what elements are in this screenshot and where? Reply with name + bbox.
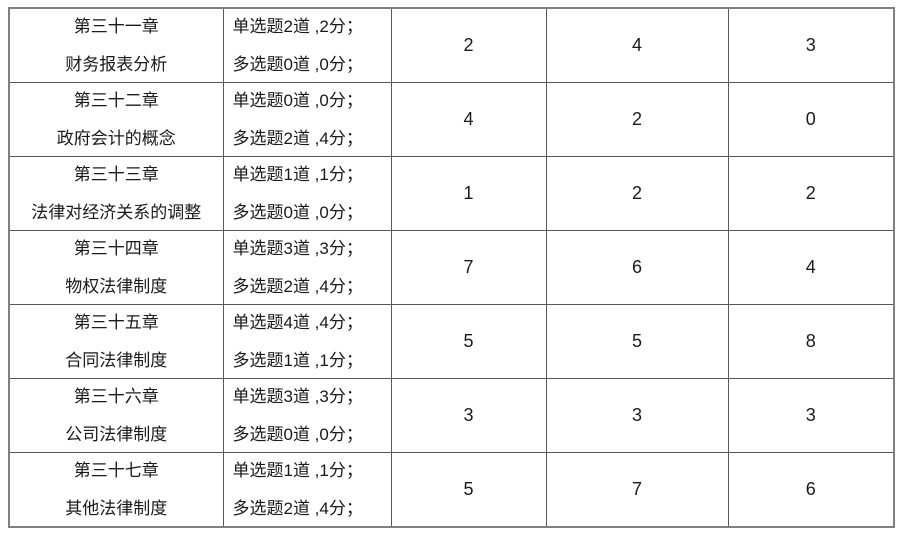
table-row: 第三十六章 公司法律制度 单选题3道 ,3分； 多选题0道 ,0分； 3 3 3 <box>8 378 895 453</box>
chapter-cell: 第三十四章 物权法律制度 <box>8 230 224 305</box>
count-cell-b: 2 <box>545 82 729 157</box>
question-info-cell: 单选题1道 ,1分； 多选题0道 ,0分； <box>222 156 392 231</box>
chapter-title: 合同法律制度 <box>65 350 168 370</box>
chapter-title: 政府会计的概念 <box>56 128 176 148</box>
chapter-title: 其他法律制度 <box>65 498 168 518</box>
chapter-cell: 第三十二章 政府会计的概念 <box>8 82 224 157</box>
chapter-title: 法律对经济关系的调整 <box>31 202 202 222</box>
multi-choice-info: 多选题2道 ,4分； <box>232 498 363 518</box>
count-cell-a: 3 <box>390 378 547 453</box>
question-info-cell: 单选题0道 ,0分； 多选题2道 ,4分； <box>222 82 392 157</box>
count-cell-a: 1 <box>390 156 547 231</box>
question-info-cell: 单选题4道 ,4分； 多选题1道 ,1分； <box>222 304 392 379</box>
chapter-number: 第三十四章 <box>73 238 159 258</box>
table-row: 第三十四章 物权法律制度 单选题3道 ,3分； 多选题2道 ,4分； 7 6 4 <box>8 230 895 305</box>
count-cell-c: 3 <box>727 7 895 83</box>
single-choice-info: 单选题3道 ,3分； <box>232 386 363 406</box>
table-row: 第三十五章 合同法律制度 单选题4道 ,4分； 多选题1道 ,1分； 5 5 8 <box>8 304 895 379</box>
table-row: 第三十七章 其他法律制度 单选题1道 ,1分； 多选题2道 ,4分； 5 7 6 <box>8 452 895 528</box>
count-cell-b: 7 <box>545 452 729 528</box>
count-cell-a: 5 <box>390 452 547 528</box>
table-row: 第三十一章 财务报表分析 单选题2道 ,2分； 多选题0道 ,0分； 2 4 3 <box>8 7 895 83</box>
question-info-cell: 单选题3道 ,3分； 多选题2道 ,4分； <box>222 230 392 305</box>
single-choice-info: 单选题1道 ,1分； <box>232 164 363 184</box>
chapter-score-table: 第三十一章 财务报表分析 单选题2道 ,2分； 多选题0道 ,0分； 2 4 3… <box>8 7 895 528</box>
multi-choice-info: 多选题1道 ,1分； <box>232 350 363 370</box>
single-choice-info: 单选题0道 ,0分； <box>232 90 363 110</box>
chapter-number: 第三十三章 <box>73 164 159 184</box>
question-info-cell: 单选题3道 ,3分； 多选题0道 ,0分； <box>222 378 392 453</box>
single-choice-info: 单选题4道 ,4分； <box>232 312 363 332</box>
chapter-number: 第三十二章 <box>73 90 159 110</box>
chapter-title: 公司法律制度 <box>65 424 168 444</box>
count-cell-c: 6 <box>727 452 895 528</box>
chapter-cell: 第三十一章 财务报表分析 <box>8 7 224 83</box>
chapter-title: 物权法律制度 <box>65 276 168 296</box>
multi-choice-info: 多选题2道 ,4分； <box>232 276 363 296</box>
count-cell-c: 3 <box>727 378 895 453</box>
chapter-cell: 第三十五章 合同法律制度 <box>8 304 224 379</box>
chapter-number: 第三十七章 <box>73 460 159 480</box>
chapter-cell: 第三十七章 其他法律制度 <box>8 452 224 528</box>
count-cell-a: 2 <box>390 7 547 83</box>
count-cell-b: 3 <box>545 378 729 453</box>
table-row: 第三十二章 政府会计的概念 单选题0道 ,0分； 多选题2道 ,4分； 4 2 … <box>8 82 895 157</box>
single-choice-info: 单选题2道 ,2分； <box>232 16 363 36</box>
chapter-number: 第三十五章 <box>73 312 159 332</box>
count-cell-c: 0 <box>727 82 895 157</box>
count-cell-c: 2 <box>727 156 895 231</box>
chapter-number: 第三十一章 <box>73 16 159 36</box>
question-info-cell: 单选题1道 ,1分； 多选题2道 ,4分； <box>222 452 392 528</box>
single-choice-info: 单选题3道 ,3分； <box>232 238 363 258</box>
multi-choice-info: 多选题2道 ,4分； <box>232 128 363 148</box>
chapter-cell: 第三十六章 公司法律制度 <box>8 378 224 453</box>
chapter-title: 财务报表分析 <box>65 54 168 74</box>
table-row: 第三十三章 法律对经济关系的调整 单选题1道 ,1分； 多选题0道 ,0分； 1… <box>8 156 895 231</box>
question-info-cell: 单选题2道 ,2分； 多选题0道 ,0分； <box>222 7 392 83</box>
count-cell-b: 6 <box>545 230 729 305</box>
multi-choice-info: 多选题0道 ,0分； <box>232 54 363 74</box>
chapter-number: 第三十六章 <box>73 386 159 406</box>
multi-choice-info: 多选题0道 ,0分； <box>232 424 363 444</box>
count-cell-c: 4 <box>727 230 895 305</box>
count-cell-a: 4 <box>390 82 547 157</box>
count-cell-a: 5 <box>390 304 547 379</box>
count-cell-b: 5 <box>545 304 729 379</box>
count-cell-b: 4 <box>545 7 729 83</box>
multi-choice-info: 多选题0道 ,0分； <box>232 202 363 222</box>
count-cell-a: 7 <box>390 230 547 305</box>
count-cell-c: 8 <box>727 304 895 379</box>
single-choice-info: 单选题1道 ,1分； <box>232 460 363 480</box>
chapter-cell: 第三十三章 法律对经济关系的调整 <box>8 156 224 231</box>
count-cell-b: 2 <box>545 156 729 231</box>
